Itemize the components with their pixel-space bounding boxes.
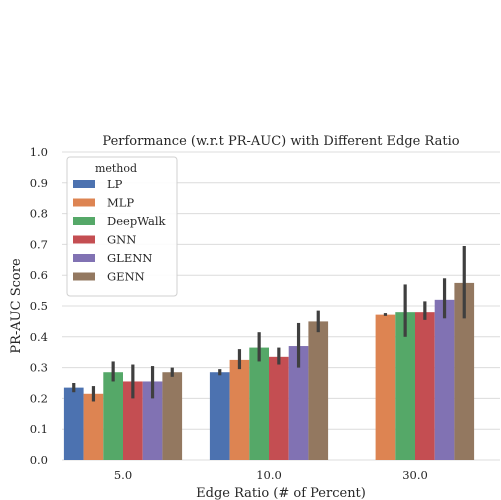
y-tick-label: 0.6 [30,268,48,282]
legend-label-genn: GENN [107,270,145,284]
legend-label-deepwalk: DeepWalk [107,214,167,228]
y-tick-label: 0.8 [30,207,48,221]
y-tick-label: 0.5 [30,299,48,313]
legend-swatch-deepwalk [73,217,95,225]
bar-lp-5.0 [63,387,84,460]
bar-genn-5.0 [162,372,183,460]
legend-title: method [95,162,137,175]
y-tick-label: 1.0 [30,145,48,159]
legend-swatch-genn [73,272,95,281]
bar-glenn-10.0 [288,346,309,460]
y-tick-label: 0.1 [30,422,48,436]
y-tick-label: 0.9 [30,176,48,190]
y-tick-label: 0.7 [30,237,48,251]
y-tick-label: 0.2 [30,391,48,405]
y-tick-label: 0.0 [30,453,48,467]
bar-mlp-30.0 [375,314,396,460]
legend-swatch-glenn [73,254,95,262]
bar-deepwalk-10.0 [249,347,269,460]
legend-label-lp: LP [107,177,123,191]
bar-gnn-10.0 [269,356,289,460]
bars [63,282,475,460]
legend-swatch-lp [73,180,95,188]
bar-deepwalk-5.0 [103,372,123,460]
bar-deepwalk-30.0 [395,312,415,460]
legend: method LP MLP DeepWalk GNN GLENN GENN [66,156,178,297]
x-tick-label: 5.0 [114,468,132,482]
error-bars [72,245,466,402]
bar-mlp-10.0 [229,359,250,460]
y-tick-label: 0.3 [30,361,48,375]
axes: 0.0 0.1 0.2 0.3 0.4 0.5 0.6 0.7 0.8 0.9 1.0 5.0 10.0… [30,145,428,482]
bar-mlp-5.0 [83,393,104,460]
bar-lp-10.0 [209,372,230,460]
bar-genn-10.0 [308,321,329,460]
y-tick-label: 0.4 [30,330,48,344]
bar-gnn-30.0 [415,312,435,460]
x-tick-label: 10.0 [256,468,282,482]
bar-glenn-30.0 [434,299,455,460]
x-axis-label: Edge Ratio (# of Percent) [196,486,366,500]
legend-label-mlp: MLP [107,196,134,210]
bar-genn-30.0 [454,282,475,460]
bar-gnn-5.0 [123,381,143,460]
y-axis-label: PR-AUC Score [9,258,24,354]
chart-title: Performance (w.r.t PR-AUC) with Differen… [102,134,459,149]
x-tick-label: 30.0 [402,468,428,482]
legend-swatch-mlp [73,198,95,207]
bar-glenn-5.0 [142,381,163,460]
legend-swatch-gnn [73,235,95,244]
legend-label-gnn: GNN [107,233,136,247]
legend-label-glenn: GLENN [107,251,152,265]
